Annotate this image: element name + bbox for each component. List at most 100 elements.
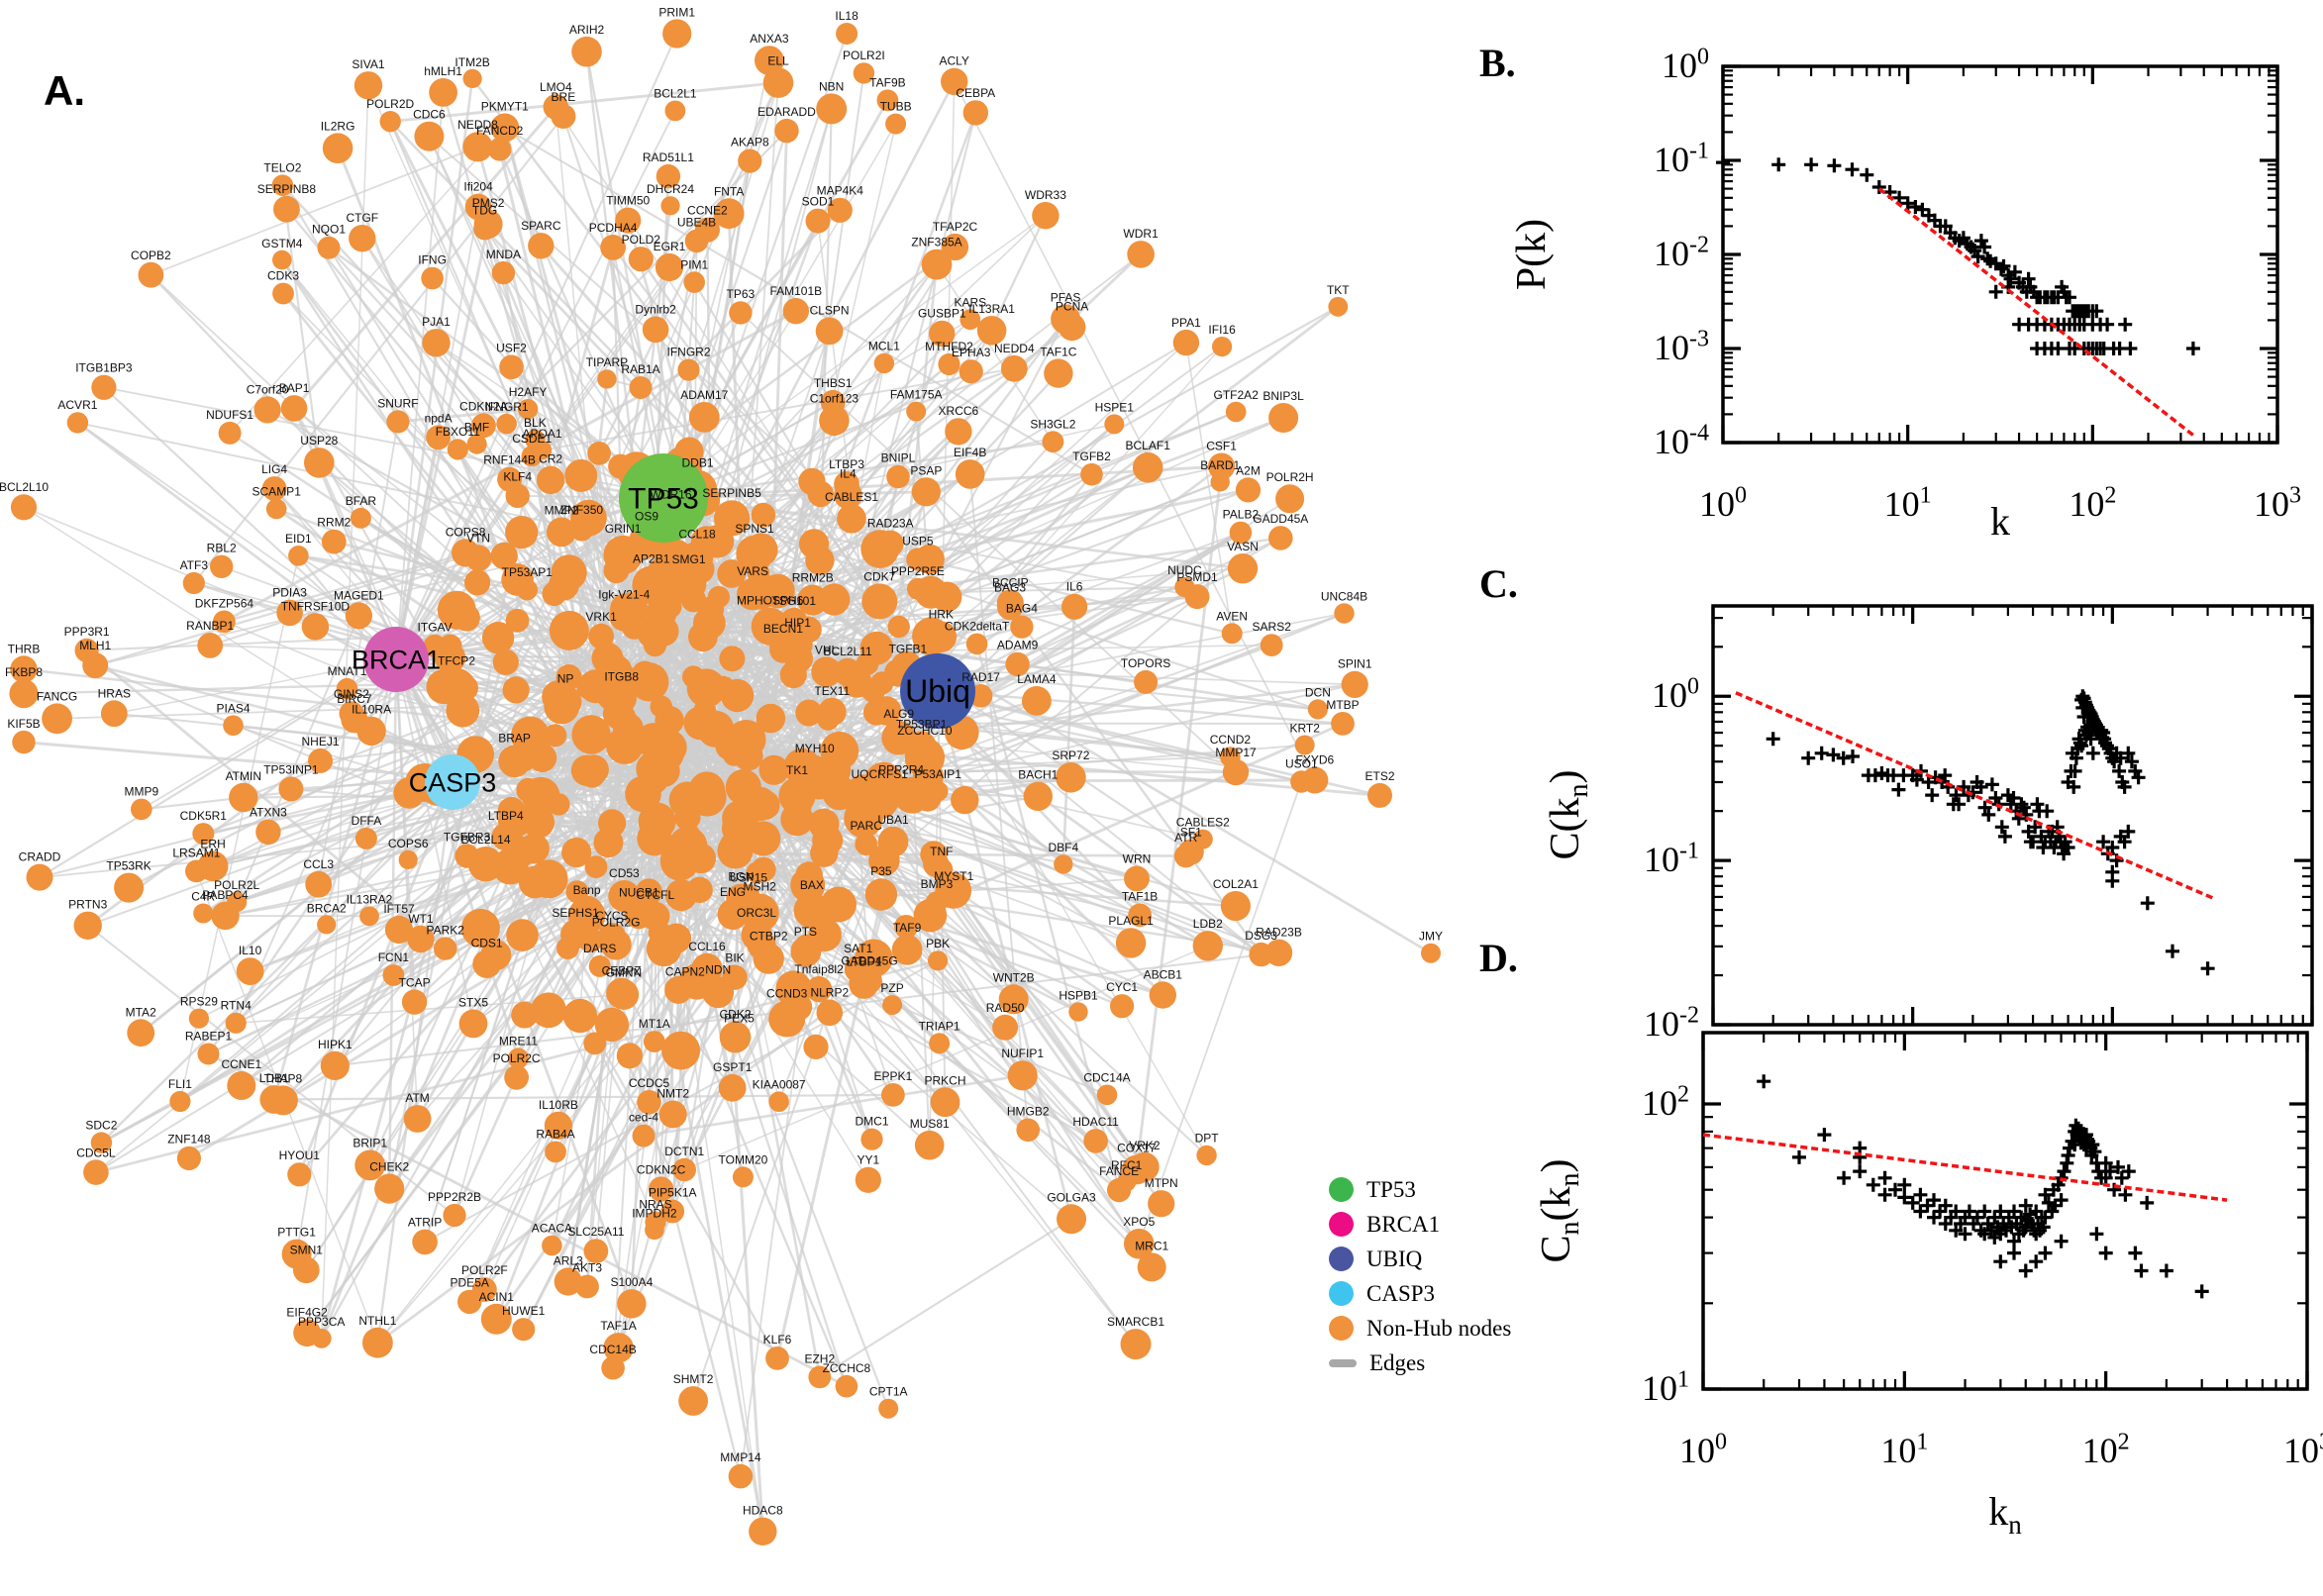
scatter-points <box>1757 1074 2209 1299</box>
non-hub-node-label: NBN <box>819 79 844 93</box>
non-hub-node <box>544 724 567 748</box>
non-hub-node <box>227 1071 256 1100</box>
non-hub-node <box>422 329 451 357</box>
non-hub-node-label: NQO1 <box>312 223 346 237</box>
non-hub-node <box>321 529 347 554</box>
non-hub-node-label: CDKN2C <box>637 1162 686 1176</box>
non-hub-node <box>545 1141 566 1163</box>
non-hub-node <box>837 504 866 534</box>
non-hub-node-label: CDK2 <box>719 1008 751 1022</box>
non-hub-node <box>114 872 145 903</box>
non-hub-node <box>588 954 611 977</box>
non-hub-node <box>719 1021 752 1053</box>
non-hub-node-label: KIAA0087 <box>753 1077 806 1091</box>
non-hub-node-label: CCND3 <box>766 987 808 1001</box>
non-hub-node <box>349 225 376 252</box>
non-hub-node-label: MMP17 <box>1215 746 1257 759</box>
non-hub-node-label: TAF9 <box>893 921 922 935</box>
non-hub-node <box>1294 735 1315 755</box>
non-hub-node-label: ZNF350 <box>560 503 604 517</box>
non-hub-node-label: TAF1C <box>1040 345 1076 358</box>
non-hub-node <box>603 1333 634 1363</box>
non-hub-node-label: FANCE <box>1099 1164 1139 1178</box>
non-hub-node-label: P53AIP1 <box>915 767 962 781</box>
y-tick-label: 10-1 <box>1654 138 1709 179</box>
non-hub-node-label: USP28 <box>300 434 338 448</box>
non-hub-node-label: RAB4A <box>536 1128 574 1142</box>
non-hub-node-label: POLR2H <box>1266 470 1314 484</box>
non-hub-node <box>864 878 898 911</box>
non-hub-node <box>272 282 294 305</box>
non-hub-node-label: EGR1 <box>654 240 686 253</box>
non-hub-node-label: SCAMP1 <box>252 485 302 499</box>
non-hub-node <box>462 68 482 88</box>
non-hub-node-label: TIMM50 <box>606 194 650 208</box>
non-hub-node-label: YY1 <box>857 1153 879 1167</box>
non-hub-node-label: OS9 <box>635 510 658 524</box>
non-hub-node-label: CSDE1 <box>512 432 552 446</box>
non-hub-node-label: COPB2 <box>131 249 171 262</box>
network-edge <box>953 81 1316 781</box>
non-hub-node-label: IFNGR2 <box>666 345 710 358</box>
non-hub-node <box>1331 712 1355 736</box>
non-hub-node <box>762 67 794 98</box>
non-hub-node <box>834 480 862 510</box>
x-tick-label: 100 <box>1699 482 1747 524</box>
non-hub-node <box>718 1073 747 1102</box>
non-hub-node-label: SHMT2 <box>673 1372 714 1386</box>
non-hub-node-label: PIM1 <box>680 257 708 271</box>
non-hub-node-label: CTBP2 <box>750 929 788 943</box>
non-hub-node-label: CABLES2 <box>1176 816 1230 830</box>
non-hub-node-label: CAPN2 <box>665 965 705 979</box>
non-hub-node <box>1421 943 1441 963</box>
non-hub-node <box>911 477 942 507</box>
non-hub-node <box>562 998 598 1034</box>
non-hub-node <box>453 604 480 632</box>
non-hub-node-label: COL2A1 <box>1213 877 1259 891</box>
non-hub-node <box>878 1398 899 1419</box>
non-hub-node <box>551 554 587 591</box>
non-hub-node-label: CHEK2 <box>369 1160 409 1174</box>
non-hub-node-label: CDKN2A <box>459 399 508 413</box>
network-edge <box>77 421 582 531</box>
non-hub-node-label: CCL18 <box>678 528 716 542</box>
non-hub-node-label: ORC3L <box>737 906 776 920</box>
non-hub-node <box>1022 686 1052 716</box>
non-hub-node <box>782 298 809 325</box>
non-hub-node <box>74 638 99 663</box>
non-hub-node <box>1229 521 1253 545</box>
panel-a-label: A. <box>44 67 85 114</box>
non-hub-node-label: ITM2B <box>454 55 489 69</box>
non-hub-node <box>812 825 844 856</box>
x-tick-label: 102 <box>2069 482 2116 524</box>
non-hub-node-label: DCTN1 <box>664 1145 704 1158</box>
non-hub-node-label: ADAM9 <box>997 639 1039 652</box>
non-hub-node <box>819 405 850 437</box>
non-hub-node <box>1124 865 1150 892</box>
non-hub-node <box>73 911 102 940</box>
non-hub-node-label: RRM2 <box>317 516 351 530</box>
non-hub-node-label: TCAP <box>399 975 431 989</box>
network-edge <box>223 309 797 624</box>
non-hub-node-label: TRIAP1 <box>919 1019 960 1033</box>
hub-label-ubiq: Ubiq <box>905 673 970 709</box>
non-hub-node <box>856 652 879 675</box>
network-hub-nodes: TP53 BRCA1 Ubiq CASP3 <box>352 453 975 810</box>
non-hub-node-label: SIVA1 <box>352 57 384 71</box>
non-hub-node-label: HDAC8 <box>743 1504 783 1518</box>
non-hub-node <box>505 483 530 508</box>
non-hub-node-label: S100A4 <box>611 1275 654 1289</box>
network-edge <box>394 78 474 660</box>
y-tick-label: 100 <box>1662 44 1709 85</box>
non-hub-node <box>667 826 708 866</box>
non-hub-node-label: TP53INP1 <box>263 762 319 776</box>
network-edge <box>397 407 529 424</box>
legend-item-edges: Edges <box>1329 1346 1511 1380</box>
non-hub-node <box>549 685 582 718</box>
non-hub-node <box>502 676 530 704</box>
non-hub-node <box>1083 1129 1108 1153</box>
non-hub-node <box>480 1303 512 1335</box>
non-hub-node <box>1208 452 1236 480</box>
non-hub-node-label: PABPC4 <box>202 888 249 902</box>
